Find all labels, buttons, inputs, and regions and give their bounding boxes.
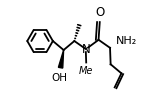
Text: N: N	[81, 43, 90, 56]
Text: O: O	[96, 6, 105, 19]
Text: NH₂: NH₂	[116, 36, 137, 46]
Text: OH: OH	[52, 73, 68, 83]
Polygon shape	[58, 50, 64, 68]
Text: Me: Me	[79, 66, 93, 76]
